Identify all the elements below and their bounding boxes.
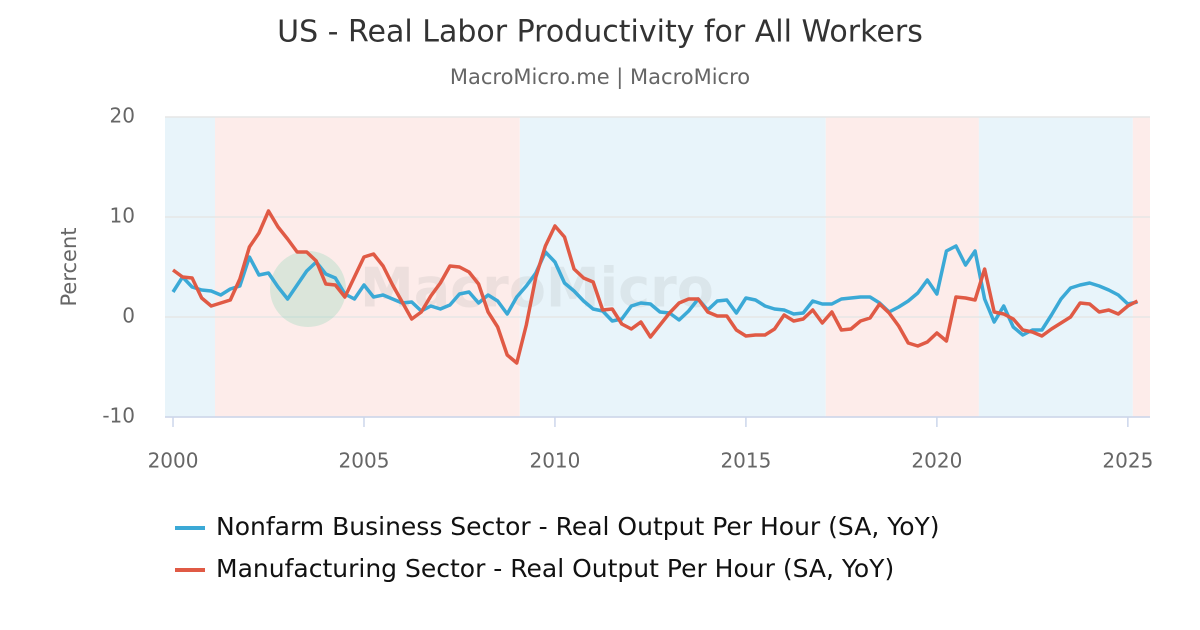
shaded-band	[519, 117, 826, 417]
y-axis-label: Percent	[57, 227, 81, 306]
x-tick-label: 2015	[720, 449, 771, 473]
y-tick-label: -10	[102, 404, 135, 428]
watermark-logo	[270, 251, 346, 327]
shaded-band	[215, 117, 520, 417]
data-line	[171, 209, 1139, 365]
shaded-band	[165, 117, 216, 417]
legend-label: Manufacturing Sector - Real Output Per H…	[216, 554, 894, 583]
x-tick-label: 2005	[339, 449, 390, 473]
shaded-band	[978, 117, 1133, 417]
y-tick-label: 20	[110, 104, 135, 128]
shaded-band	[1132, 117, 1150, 417]
chart-title: US - Real Labor Productivity for All Wor…	[277, 15, 923, 50]
legend-label: Nonfarm Business Sector - Real Output Pe…	[216, 512, 940, 541]
x-tick-label: 2025	[1102, 449, 1153, 473]
chart-subtitle: MacroMicro.me | MacroMicro	[450, 65, 750, 90]
y-tick-label: 10	[110, 204, 135, 228]
x-tick-label: 2000	[148, 449, 199, 473]
y-tick-label: 0	[122, 304, 135, 328]
data-line	[171, 244, 1138, 337]
watermark: MacroMicro	[360, 257, 714, 320]
x-tick-label: 2020	[911, 449, 962, 473]
x-tick-label: 2010	[529, 449, 580, 473]
shaded-band	[825, 117, 979, 417]
